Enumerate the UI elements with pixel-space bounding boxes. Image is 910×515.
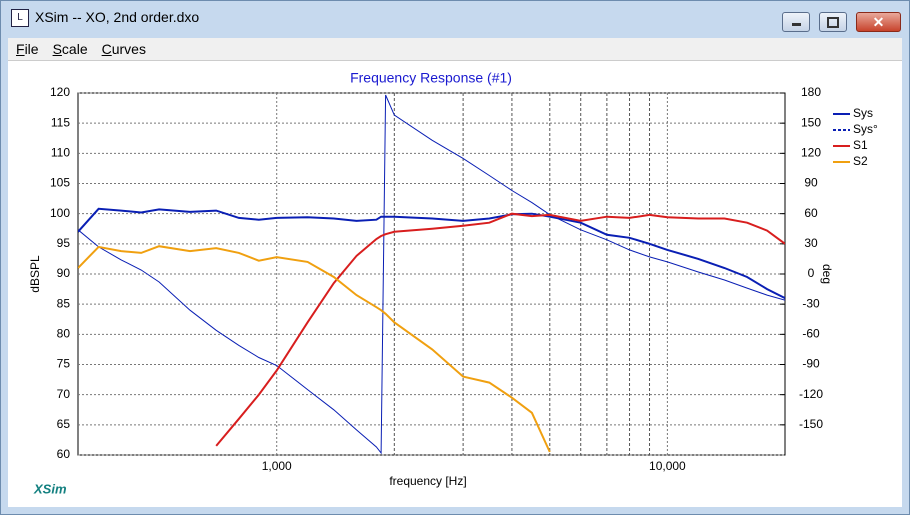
legend-label: S2 xyxy=(853,154,868,168)
y2-tick-label: 90 xyxy=(804,176,818,190)
y2-tick-label: 0 xyxy=(808,266,815,280)
y-tick-label: 120 xyxy=(50,85,70,99)
client-area xyxy=(8,60,902,507)
legend-label: Sys° xyxy=(853,122,878,136)
y-tick-label: 115 xyxy=(51,115,70,129)
title-bar: L XSim -- XO, 2nd order.dxo ✕ xyxy=(1,1,909,33)
menu-bar: File Scale Curves xyxy=(8,38,902,60)
y-tick-label: 60 xyxy=(57,447,71,461)
y2-tick-label: -60 xyxy=(802,327,820,341)
y-tick-label: 100 xyxy=(50,206,70,220)
data-line xyxy=(78,207,785,299)
watermark: XSim xyxy=(33,481,67,496)
y-tick-label: 90 xyxy=(57,266,71,280)
x-tick-label: 10,000 xyxy=(649,459,686,473)
y-tick-label: 85 xyxy=(57,296,71,310)
legend-label: S1 xyxy=(853,138,868,152)
close-button[interactable]: ✕ xyxy=(856,12,901,32)
y2-tick-label: -120 xyxy=(799,387,823,401)
x-axis-label: frequency [Hz] xyxy=(389,474,466,488)
y2-tick-label: -90 xyxy=(802,357,820,371)
y2-tick-label: 180 xyxy=(801,85,821,99)
y2-tick-label: 120 xyxy=(801,146,821,160)
app-icon: L xyxy=(11,9,29,27)
data-line xyxy=(78,245,551,453)
y2-axis-label: deg xyxy=(820,264,834,284)
x-tick-label: 1,000 xyxy=(262,459,292,473)
y2-tick-label: -150 xyxy=(799,417,823,431)
y-tick-label: 70 xyxy=(57,387,71,401)
y-tick-label: 80 xyxy=(57,327,71,341)
window-title: XSim -- XO, 2nd order.dxo xyxy=(35,9,200,25)
menu-item[interactable]: Curves xyxy=(101,41,146,57)
y2-tick-label: 60 xyxy=(804,206,818,220)
y-tick-label: 95 xyxy=(57,236,71,250)
legend-label: Sys xyxy=(853,106,873,120)
menu-item[interactable]: File xyxy=(16,41,39,57)
chart-title: Frequency Response (#1) xyxy=(350,70,512,86)
y2-tick-label: 30 xyxy=(804,236,818,250)
y-tick-label: 105 xyxy=(50,176,70,190)
data-line xyxy=(78,94,785,455)
y-axis-label: dBSPL xyxy=(28,255,42,293)
y2-tick-label: -30 xyxy=(802,296,820,310)
minimize-button[interactable] xyxy=(782,12,810,32)
menu-item[interactable]: Scale xyxy=(52,41,88,57)
y-tick-label: 75 xyxy=(57,357,71,371)
y-tick-label: 110 xyxy=(51,146,70,160)
y2-tick-label: 150 xyxy=(801,115,821,129)
maximize-button[interactable] xyxy=(819,12,847,32)
data-line xyxy=(215,212,785,447)
y-tick-label: 65 xyxy=(57,417,71,431)
